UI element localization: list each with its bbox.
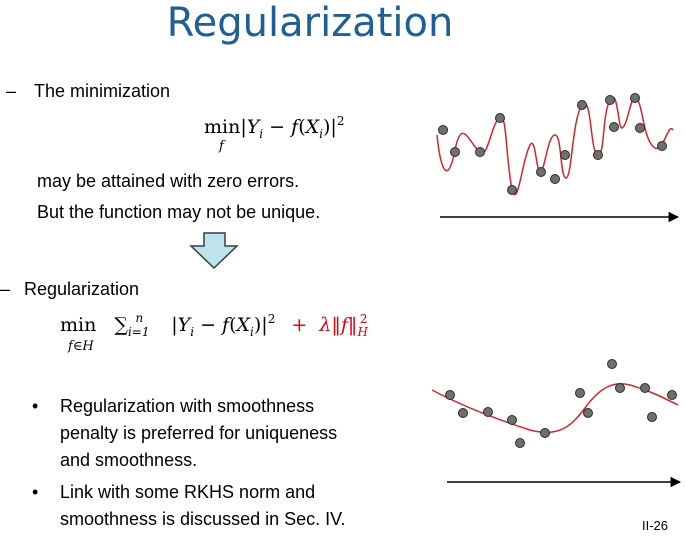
dash-marker: – <box>6 81 17 101</box>
smooth-point <box>583 408 593 418</box>
smooth-point <box>445 390 455 400</box>
item-regularization: Regularization <box>24 279 140 299</box>
slide-title: Regularization <box>166 0 454 46</box>
smooth-point <box>667 390 677 400</box>
overfit-point <box>593 150 603 160</box>
penalty-plus: + <box>291 314 308 336</box>
overfit-point <box>507 185 517 195</box>
overfit-point <box>560 150 570 160</box>
overfit-point <box>635 123 645 133</box>
overfit-point <box>438 125 448 135</box>
slide-number: II-26 <box>641 518 668 533</box>
bullet-1: Regularization with smoothness penalty i… <box>60 396 338 470</box>
dash-marker-2: – <box>0 279 11 299</box>
smooth-point <box>640 383 650 393</box>
smooth-point <box>483 407 493 417</box>
overfit-point <box>577 100 587 110</box>
smooth-point <box>515 438 525 448</box>
formula-min-op: min <box>204 116 241 138</box>
penalty-term: λ‖f‖H2 <box>319 312 368 339</box>
smooth-point <box>540 428 550 438</box>
overfit-point <box>495 113 505 123</box>
overfit-point <box>450 147 460 157</box>
overfit-illustration <box>436 93 680 223</box>
bullet-2-glyph: • <box>32 482 39 502</box>
item-note-zero-errors: may be attained with zero errors. <box>37 171 300 191</box>
smooth-point <box>458 408 468 418</box>
overfit-point <box>475 147 485 157</box>
smooth-point <box>607 359 617 369</box>
smooth-point <box>507 415 517 425</box>
bullet-1-glyph: • <box>32 396 39 416</box>
bullet-2: Link with some RKHS norm and smoothness … <box>60 482 346 529</box>
overfit-point <box>630 93 640 103</box>
overfit-point <box>609 122 619 132</box>
down-arrow-icon <box>189 232 239 270</box>
formula-min: min|Yi − f(Xi)|2 <box>204 114 345 141</box>
formula-regularized: min ∑i=1n |Yi − f(Xi)|2 + λ‖f‖H2 <box>60 311 368 339</box>
item-note-not-unique: But the function may not be unique. <box>37 202 321 222</box>
overfit-point <box>550 174 560 184</box>
overfit-point <box>605 95 615 105</box>
smooth-point <box>615 383 625 393</box>
smooth-point <box>575 388 585 398</box>
formula-min-under: f <box>219 139 224 154</box>
overfit-point <box>536 167 546 177</box>
overfit-point <box>657 141 667 151</box>
item-minimization: The minimization <box>34 81 171 101</box>
smooth-illustration <box>431 359 682 488</box>
formula-regularized-under: f∈H <box>68 339 94 354</box>
smooth-point <box>647 412 657 422</box>
